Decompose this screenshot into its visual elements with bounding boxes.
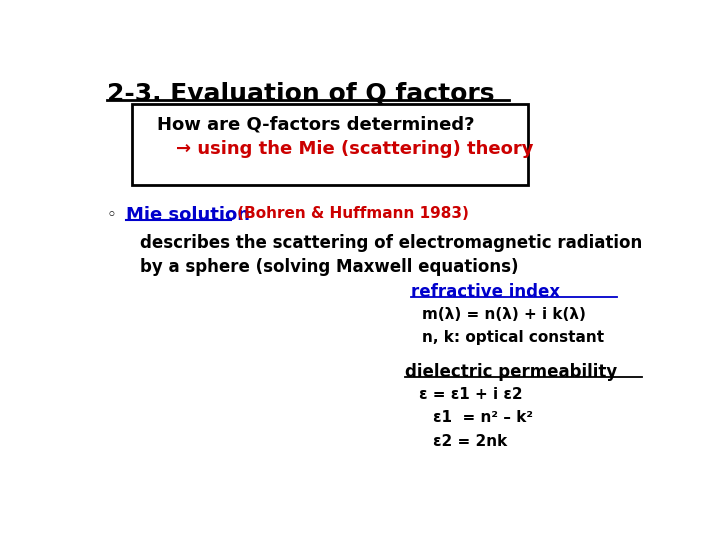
Text: ◦: ◦ (107, 206, 117, 224)
Text: (Bohren & Huffmann 1983): (Bohren & Huffmann 1983) (233, 206, 469, 221)
Text: ε = ε1 + i ε2: ε = ε1 + i ε2 (419, 387, 523, 402)
Text: → using the Mie (scattering) theory: → using the Mie (scattering) theory (176, 140, 534, 158)
Text: $N_2 = n_2$: $N_2 = n_2$ (69, 489, 100, 501)
Text: Ei: Ei (96, 393, 103, 402)
Text: refractive index: refractive index (411, 283, 560, 301)
Text: 2-3. Evaluation of Q factors: 2-3. Evaluation of Q factors (107, 82, 494, 105)
Text: TRANSMITTED: TRANSMITTED (258, 287, 312, 296)
Text: ε2 = 2nk: ε2 = 2nk (433, 434, 508, 449)
Text: INCIDENT: INCIDENT (66, 373, 103, 382)
Text: ε1  = n² – k²: ε1 = n² – k² (433, 410, 534, 425)
Text: Er: Er (96, 309, 104, 318)
Text: REFLECTED: REFLECTED (70, 287, 114, 296)
Text: n, k: optical constant: n, k: optical constant (422, 330, 604, 345)
Text: by a sphere (solving Maxwell equations): by a sphere (solving Maxwell equations) (140, 258, 518, 276)
Text: How are Q-factors determined?: How are Q-factors determined? (157, 116, 474, 133)
Text: $N_1 = n_1 + ik_1$: $N_1 = n_1 + ik_1$ (263, 489, 315, 501)
Text: describes the scattering of electromagnetic radiation: describes the scattering of electromagne… (140, 234, 642, 252)
Text: Et: Et (329, 340, 337, 349)
Text: dielectric permeability: dielectric permeability (405, 363, 618, 381)
FancyBboxPatch shape (132, 104, 528, 185)
Text: m(λ) = n(λ) + i k(λ): m(λ) = n(λ) + i k(λ) (422, 307, 586, 322)
Text: Mie solution: Mie solution (126, 206, 251, 224)
